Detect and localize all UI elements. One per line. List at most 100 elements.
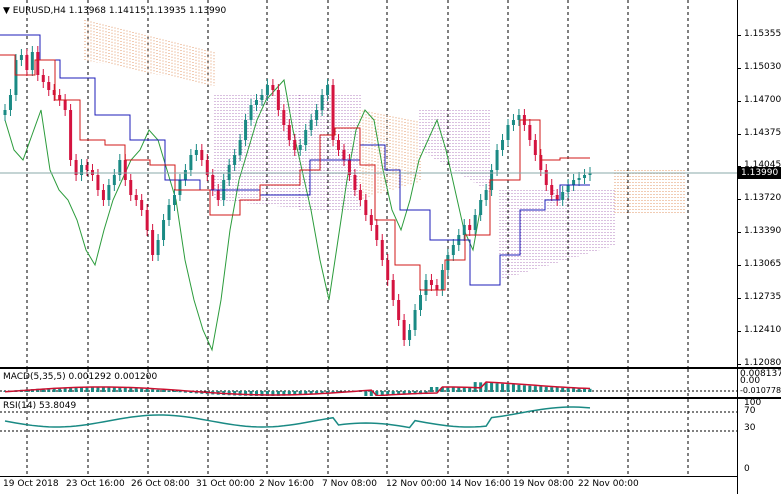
macd-histogram-bar xyxy=(101,387,105,392)
candle-body xyxy=(424,280,428,295)
candle-body xyxy=(36,52,40,75)
candle-body xyxy=(265,85,269,95)
candle-body xyxy=(69,110,73,160)
price-label: 1.12410 xyxy=(744,325,781,335)
axis-separator-2 xyxy=(737,397,781,399)
macd-histogram-bar xyxy=(162,390,166,392)
candle-body xyxy=(140,200,144,210)
pane-separator-1[interactable] xyxy=(0,367,781,369)
rsi-label-30: 30 xyxy=(744,423,756,433)
macd-histogram-bar xyxy=(429,387,433,392)
candle-body xyxy=(511,120,515,125)
candle-body xyxy=(320,95,324,110)
candle-body xyxy=(342,150,346,160)
macd-histogram-bar xyxy=(506,384,510,392)
candle-body xyxy=(238,140,242,155)
candle-body xyxy=(233,155,237,165)
pane-separator-2[interactable] xyxy=(0,397,781,399)
macd-histogram-bar xyxy=(572,388,576,392)
macd-histogram-bar xyxy=(178,391,182,393)
candle-body xyxy=(331,85,335,140)
price-tick xyxy=(737,166,741,167)
price-label: 1.15030 xyxy=(744,62,781,72)
macd-histogram-bar xyxy=(511,384,515,392)
macd-histogram-bar xyxy=(397,391,401,395)
candle-body xyxy=(473,215,477,230)
candle-body xyxy=(353,175,357,190)
candle-body xyxy=(386,260,390,280)
time-label: 22 Nov 00:00 xyxy=(578,479,639,489)
candle-body xyxy=(358,190,362,200)
candle-body xyxy=(293,140,297,150)
candle-body xyxy=(271,85,275,90)
macd-histogram-bar xyxy=(63,387,67,392)
macd-histogram-bar xyxy=(129,388,133,392)
price-tick xyxy=(737,298,741,299)
symbol-title: EURUSD,H4 1.13968 1.14115 1.13935 1.1399… xyxy=(12,6,227,16)
time-label: 14 Nov 16:00 xyxy=(450,479,511,489)
candle-body xyxy=(118,160,122,175)
candle-body xyxy=(419,295,423,310)
macd-histogram-bar xyxy=(254,391,258,396)
time-label: 26 Oct 08:00 xyxy=(131,479,190,489)
current-price-tag: 1.13990 xyxy=(738,167,781,179)
price-tick xyxy=(737,35,741,36)
candle-body xyxy=(112,175,116,185)
candle-body xyxy=(517,115,521,120)
macd-histogram-bar xyxy=(375,391,379,396)
price-label: 1.13390 xyxy=(744,226,781,236)
macd-histogram-bar xyxy=(588,388,592,392)
time-label: 2 Nov 16:00 xyxy=(259,479,314,489)
candle-body xyxy=(309,120,313,130)
macd-histogram-bar xyxy=(156,389,160,392)
rsi-title: RSI(14) 53.8049 xyxy=(3,401,77,411)
candle-body xyxy=(391,280,395,300)
price-label: 1.14045 xyxy=(744,160,781,170)
macd-histogram-bar xyxy=(419,391,423,395)
macd-histogram-bar xyxy=(80,387,84,392)
candle-body xyxy=(337,140,341,150)
price-tick xyxy=(737,199,741,200)
macd-histogram-bar xyxy=(145,388,149,392)
candle-body xyxy=(178,180,182,195)
macd-histogram-bar xyxy=(74,387,78,392)
candle-body xyxy=(298,145,302,150)
candle-body xyxy=(566,185,570,192)
candle-body xyxy=(194,150,198,155)
candle-body xyxy=(413,310,417,330)
macd-histogram-bar xyxy=(369,391,373,396)
price-chart-pane[interactable] xyxy=(0,0,737,367)
candle-body xyxy=(129,180,133,195)
price-label: 1.13720 xyxy=(744,193,781,203)
candle-body xyxy=(183,170,187,180)
candle-body xyxy=(162,220,166,240)
macd-label-min: -0.010778 xyxy=(740,386,781,395)
time-label: 23 Oct 16:00 xyxy=(66,479,125,489)
candle-body xyxy=(402,320,406,340)
candle-body xyxy=(479,200,483,215)
candle-body xyxy=(244,120,248,140)
candle-body xyxy=(561,192,565,200)
macd-histogram-bar xyxy=(446,387,450,392)
price-tick xyxy=(737,68,741,69)
candle-body xyxy=(52,90,56,95)
macd-histogram-bar xyxy=(167,390,171,392)
candle-body xyxy=(555,195,559,200)
macd-histogram-bar xyxy=(402,391,406,395)
price-axis[interactable] xyxy=(737,0,781,494)
axis-separator-1 xyxy=(737,367,781,369)
macd-histogram-bar xyxy=(244,391,248,396)
price-label: 1.15355 xyxy=(744,29,781,39)
rsi-line xyxy=(4,406,591,429)
candle-body xyxy=(533,140,537,155)
time-label: 31 Oct 00:00 xyxy=(196,479,255,489)
candle-body xyxy=(172,195,176,205)
time-label: 19 Oct 2018 xyxy=(3,479,59,489)
price-tick xyxy=(737,232,741,233)
candle-body xyxy=(189,155,193,170)
macd-histogram-bar xyxy=(550,387,554,392)
collapse-triangle-icon[interactable]: ▼ xyxy=(3,6,10,16)
candle-body xyxy=(25,55,29,70)
candle-body xyxy=(583,175,587,178)
macd-histogram-bar xyxy=(326,391,330,394)
